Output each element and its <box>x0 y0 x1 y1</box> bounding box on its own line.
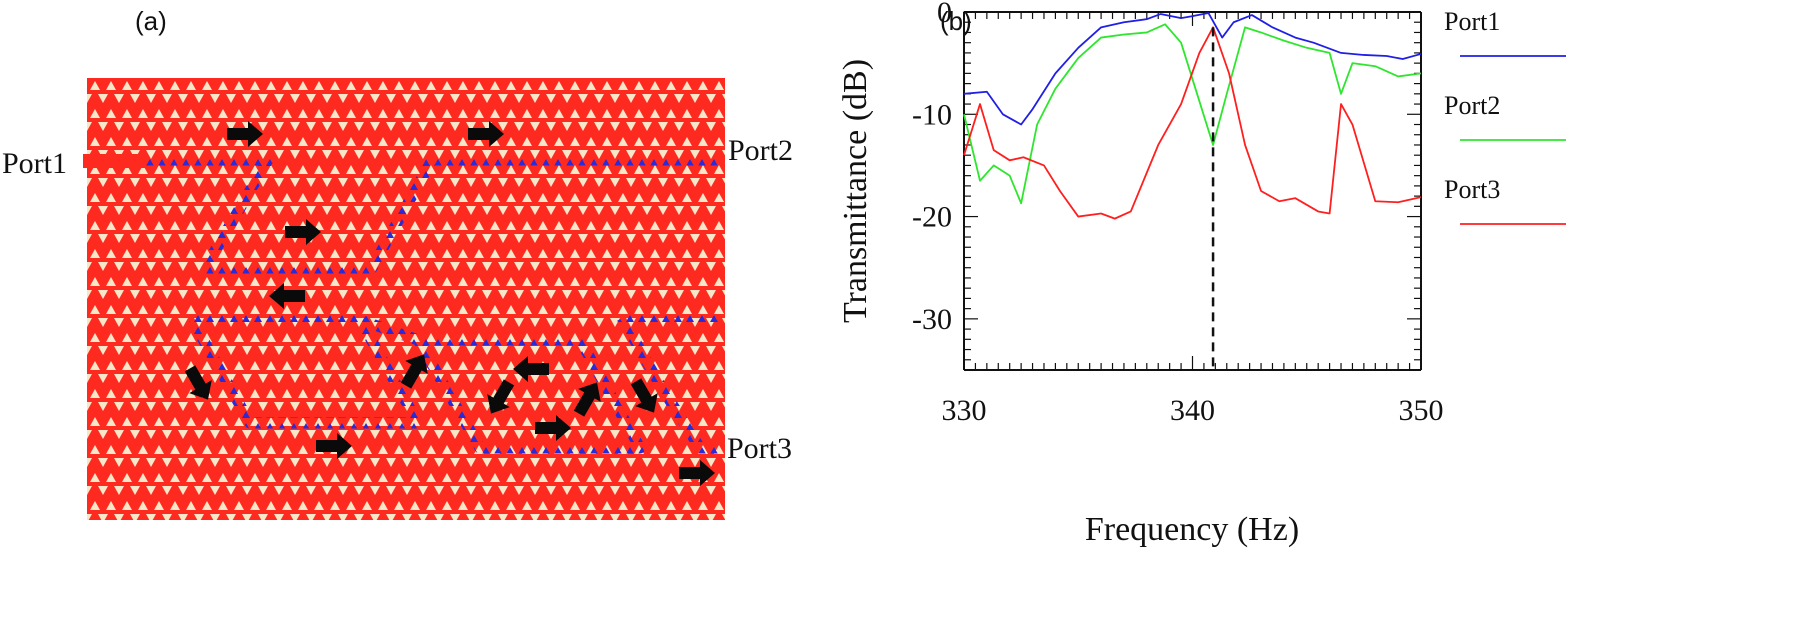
tick-labels: 0 -10 -20 -30 330 340 350 <box>912 0 1444 427</box>
y-tick-label: -30 <box>912 303 952 336</box>
series-line-port2 <box>963 23 1422 205</box>
defect-path-4 <box>358 314 646 454</box>
flow-arrows <box>184 121 715 486</box>
defect-path-3 <box>187 314 424 429</box>
series-line-port3 <box>963 26 1422 220</box>
legend-label-port2: Port2 <box>1444 91 1500 120</box>
arrow-icon-12 <box>630 378 658 413</box>
series-line-port1 <box>963 12 1422 126</box>
chart-axes <box>963 11 1422 371</box>
legend: Port1 Port2 Port3 <box>1444 7 1566 225</box>
arrow-icon-6 <box>400 354 428 389</box>
arrow-icon-2 <box>468 121 504 147</box>
defect-path-6 <box>617 315 722 454</box>
defect-path-2 <box>200 157 273 271</box>
arrow-icon-8 <box>513 356 549 382</box>
y-tick-label: -10 <box>912 98 952 131</box>
arrow-icon-10 <box>535 415 571 441</box>
port1-label: Port1 <box>2 147 67 180</box>
arrow-icon-13 <box>679 460 715 486</box>
y-tick-label: -20 <box>912 201 952 234</box>
legend-label-port1: Port1 <box>1444 7 1500 36</box>
port3-label: Port3 <box>727 432 792 465</box>
x-axis-title: Frequency (Hz) <box>1085 511 1299 548</box>
arrow-icon-1 <box>227 121 263 147</box>
waveguide-defects <box>145 154 722 454</box>
x-tick-label: 340 <box>1170 394 1215 427</box>
arrow-icon-9 <box>487 379 515 414</box>
arrow-icon-3 <box>285 219 321 245</box>
legend-label-port3: Port3 <box>1444 175 1500 204</box>
arrow-icon-5 <box>184 365 212 400</box>
x-tick-label: 350 <box>1399 394 1444 427</box>
arrow-icon-4 <box>269 283 305 309</box>
y-tick-label: 0 <box>937 0 952 29</box>
lattice-figure: Port1 Port2 Port3 <box>2 78 793 520</box>
panel-label-a: (a) <box>135 6 167 36</box>
port1-input-lead <box>83 154 145 168</box>
port2-label: Port2 <box>728 134 793 167</box>
arrow-icon-11 <box>573 382 601 417</box>
series-lines <box>963 12 1422 220</box>
y-axis-title: Transmittance (dB) <box>837 59 874 323</box>
x-tick-label: 330 <box>942 394 987 427</box>
defect-path-1 <box>145 154 722 274</box>
arrow-icon-7 <box>316 433 352 459</box>
